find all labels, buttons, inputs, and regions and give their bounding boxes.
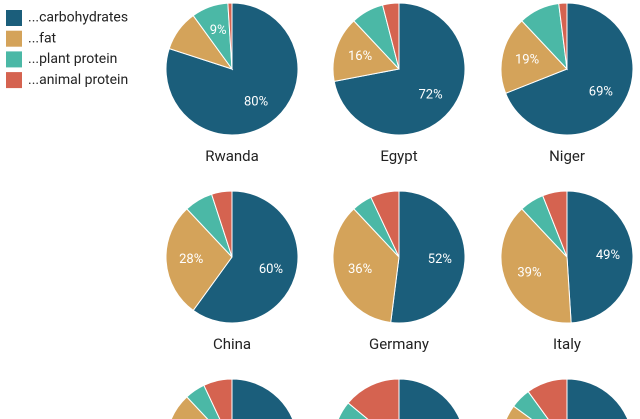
pie-slice — [192, 190, 299, 324]
slice-label: 52% — [428, 252, 452, 267]
pie-slice — [566, 378, 629, 419]
pie-slice — [332, 20, 400, 82]
pie-title: Niger — [549, 147, 585, 165]
pie-slice — [504, 2, 634, 136]
pie-slice — [165, 208, 233, 312]
legend-text: ...carbohydrates — [28, 10, 128, 26]
pie-slice — [231, 378, 294, 419]
pie-slice — [347, 378, 400, 419]
pie-slice — [381, 2, 400, 70]
slice-label: 49% — [596, 248, 620, 263]
pie-title: Germany — [369, 335, 429, 353]
slice-label: 39% — [517, 266, 541, 281]
slice-label: 36% — [348, 262, 372, 277]
slice-label: 69% — [589, 84, 613, 99]
pie-slice — [370, 190, 400, 258]
pie-slice — [566, 190, 634, 324]
pie-slice — [170, 396, 209, 419]
pie-slice — [210, 190, 233, 258]
pie-slice — [332, 208, 400, 324]
legend-swatch — [6, 72, 22, 89]
slice-label: 16% — [348, 49, 372, 64]
pie-slice — [500, 208, 572, 324]
legend-text: ...plant protein — [28, 51, 117, 67]
pie-title: China — [213, 335, 251, 353]
slice-label: 28% — [179, 252, 203, 267]
legend-swatch — [6, 10, 22, 26]
pie-title: Italy — [553, 335, 581, 353]
pie-slice — [500, 20, 568, 94]
pie-slice — [203, 378, 233, 419]
pie-slice — [558, 2, 568, 70]
legend-text: ...fat — [28, 30, 57, 46]
slice-label: 9% — [210, 23, 227, 38]
pie-slice — [542, 190, 568, 258]
pie-title: Egypt — [380, 147, 417, 165]
legend-text: ...animal protein — [28, 72, 128, 88]
pie-slice — [165, 2, 299, 136]
pie-slice — [390, 190, 466, 324]
pie-slice — [398, 378, 461, 419]
legend-swatch — [6, 30, 22, 47]
pie-title: Rwanda — [205, 147, 259, 165]
slice-label: 60% — [259, 262, 283, 277]
legend-swatch — [6, 51, 22, 68]
slice-label: 80% — [244, 95, 268, 110]
slice-label: 72% — [418, 88, 442, 103]
pie-slice — [505, 405, 533, 419]
slice-label: 19% — [515, 53, 539, 68]
pie-slice — [227, 2, 233, 70]
pie-slice — [527, 378, 568, 419]
